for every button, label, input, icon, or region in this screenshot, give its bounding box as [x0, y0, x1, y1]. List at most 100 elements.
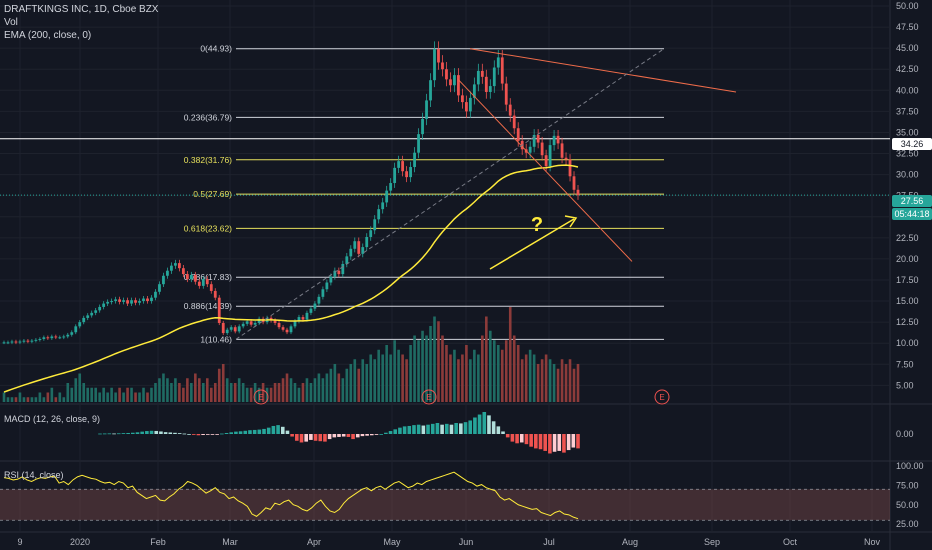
candle-body [82, 317, 86, 323]
rsi-tick-label: 50.00 [896, 500, 919, 510]
volume-bar [489, 330, 492, 402]
candle-body [528, 146, 532, 153]
rsi-label: RSI (14, close) [4, 470, 64, 480]
candle-body [233, 327, 237, 332]
candle-body [425, 100, 428, 119]
volume-bar [273, 383, 277, 402]
macd-histogram-bar [487, 415, 491, 434]
candle-body [532, 134, 536, 147]
macd-histogram-bar [355, 434, 360, 438]
volume-bar [445, 345, 448, 402]
y-tick-label: 20.00 [896, 254, 919, 264]
candle-body [337, 270, 341, 275]
volume-bar [508, 307, 512, 402]
volume-legend: Vol [4, 17, 18, 28]
candle-body [174, 263, 177, 266]
volume-bar [162, 373, 165, 402]
candle-body [78, 322, 82, 327]
candle-body [150, 297, 153, 302]
x-tick-label: Feb [150, 537, 166, 547]
macd-histogram-bar [444, 423, 449, 434]
earnings-marker [421, 389, 437, 405]
candle-body [476, 70, 480, 85]
rsi-band [0, 489, 890, 521]
fib-level-label: 0.886(14.39) [184, 301, 232, 311]
candle-body [245, 321, 249, 324]
candle-body [472, 84, 476, 98]
macd-histogram-bar [482, 412, 487, 434]
candle-body [86, 315, 90, 318]
volume-bar [504, 340, 508, 402]
macd-histogram-bar [412, 425, 416, 434]
volume-bar [556, 368, 560, 402]
volume-bar [202, 383, 205, 402]
candle-body [74, 326, 78, 333]
volume-bar [237, 378, 241, 402]
macd-histogram-bar [107, 433, 112, 435]
candle-body [508, 104, 512, 116]
volume-bar [377, 349, 380, 402]
volume-bar [10, 397, 14, 402]
candle-body [134, 300, 137, 303]
candle-body [572, 176, 576, 190]
macd-histogram-bar [271, 425, 276, 434]
y-tick-label: 10.00 [896, 338, 919, 348]
candle-body [301, 317, 305, 320]
candle-body [289, 326, 293, 333]
macd-histogram-bar [365, 434, 369, 436]
macd-histogram-bar [384, 432, 388, 434]
macd-histogram-bar [379, 434, 383, 435]
volume-bar [30, 397, 34, 402]
candle-body [217, 297, 221, 323]
volume-bar [86, 387, 90, 402]
candle-body [357, 241, 361, 254]
macd-histogram-bar [229, 432, 234, 434]
candle-body [329, 276, 333, 283]
candle-body [512, 115, 516, 129]
x-tick-label: Oct [783, 537, 798, 547]
volume-bar [564, 364, 568, 402]
candle-body [445, 69, 448, 80]
lower-trendline [457, 78, 633, 262]
y-tick-label: 47.50 [896, 22, 919, 32]
level-price-tag: 34.26 [892, 138, 932, 150]
candle-body [281, 327, 285, 330]
macd-histogram-bar [337, 434, 341, 437]
macd-histogram-bar [468, 420, 473, 434]
macd-histogram-bar [126, 432, 130, 434]
volume-bar [560, 359, 564, 402]
macd-histogram-bar [196, 434, 201, 436]
volume-bar [110, 387, 113, 402]
volume-bar [58, 392, 62, 402]
volume-bar [217, 368, 221, 402]
volume-bar [401, 354, 404, 402]
candle-body [98, 306, 102, 311]
y-tick-label: 22.50 [896, 233, 919, 243]
y-tick-label: 40.00 [896, 85, 919, 95]
candle-body [249, 321, 253, 325]
volume-bar [309, 383, 313, 402]
volume-bar [194, 373, 197, 402]
candle-body [34, 339, 38, 341]
volume-bar [94, 387, 97, 402]
candle-body [349, 248, 353, 257]
macd-histogram-bar [309, 434, 313, 440]
candle-body [365, 236, 369, 248]
x-tick-label: Sep [704, 537, 720, 547]
candle-body [401, 161, 405, 172]
macd-histogram-bar [515, 434, 519, 444]
candle-body [373, 219, 377, 231]
candle-body [138, 301, 141, 303]
fib-level-label: 1(10.46) [200, 334, 232, 344]
x-tick-label: Apr [307, 537, 321, 547]
x-tick-label: Jun [459, 537, 474, 547]
macd-histogram-bar [234, 431, 238, 434]
candle-body [213, 290, 217, 298]
macd-histogram-bar [491, 421, 496, 434]
fib-level-label: 0(44.93) [200, 44, 232, 54]
macd-histogram-bar [224, 432, 229, 434]
candle-body [106, 301, 110, 304]
macd-histogram-bar [538, 434, 543, 450]
